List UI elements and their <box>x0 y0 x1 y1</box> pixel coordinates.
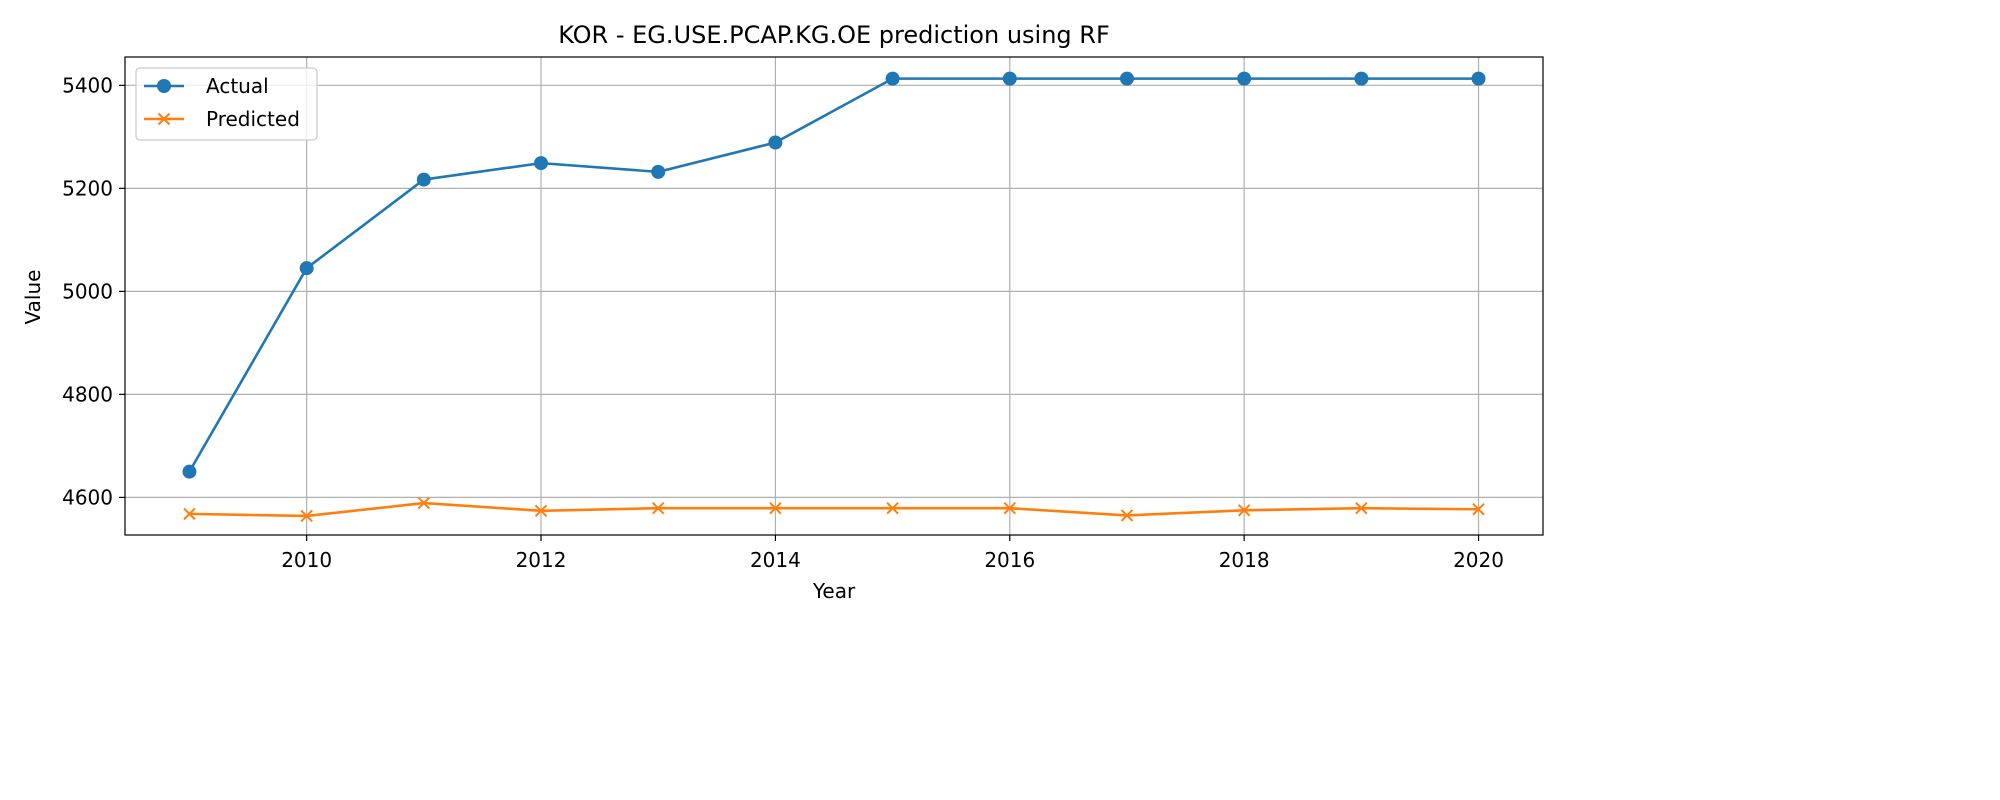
predicted-point <box>534 504 548 517</box>
predicted-point <box>300 509 313 523</box>
predicted-point <box>417 496 431 510</box>
legend-entry-actual: Actual <box>144 74 269 98</box>
predicted-point-stroke-b <box>1003 502 1016 515</box>
legend-swatch-marker-stroke-b <box>157 112 171 126</box>
actual-line <box>188 77 1479 473</box>
legend-label-predicted: Predicted <box>206 107 300 131</box>
predicted-point <box>769 502 782 515</box>
series-layer <box>182 71 1486 523</box>
actual-point <box>1002 71 1017 86</box>
actual-point <box>768 135 783 150</box>
legend-swatch-marker <box>157 112 171 126</box>
y-tick-label: 5400 <box>62 73 113 97</box>
actual-point <box>416 172 431 187</box>
x-axis-title: Year <box>812 579 856 603</box>
predicted-point-stroke-b <box>1472 503 1485 516</box>
predicted-point-stroke-b <box>1120 509 1134 522</box>
grid-layer <box>125 57 1543 535</box>
predicted-point <box>1355 502 1368 515</box>
actual-point <box>1354 71 1369 86</box>
series-actual <box>182 71 1486 479</box>
actual-point <box>1119 71 1134 86</box>
actual-point <box>651 164 666 179</box>
legend: Actual Predicted <box>135 67 318 141</box>
chart-title: KOR - EG.USE.PCAP.KG.OE prediction using… <box>558 21 1110 49</box>
y-tick-label: 4600 <box>62 485 113 509</box>
predicted-point-stroke-b <box>1237 504 1251 517</box>
predicted-point <box>652 502 665 515</box>
predicted-point <box>886 502 899 515</box>
legend-label-actual: Actual <box>206 74 269 98</box>
predicted-point-stroke-b <box>417 496 431 510</box>
tick-layer: 2010 2012 2014 2016 2018 2020 4600 4800 5000 5200… <box>62 73 1504 572</box>
actual-point <box>1471 71 1486 86</box>
predicted-point <box>1120 509 1134 522</box>
predicted-point-stroke-b <box>183 507 196 521</box>
x-tick-label: 2018 <box>1219 548 1270 572</box>
x-tick-label: 2020 <box>1453 548 1504 572</box>
predicted-point-stroke-b <box>886 502 899 515</box>
y-tick-label: 5200 <box>62 176 113 200</box>
x-tick-label: 2016 <box>984 548 1035 572</box>
predicted-point-stroke-b <box>652 502 665 515</box>
series-predicted <box>183 496 1485 523</box>
plot-frame <box>124 56 1544 536</box>
x-tick-label: 2012 <box>516 548 567 572</box>
y-tick-label: 5000 <box>62 279 113 303</box>
predicted-point <box>183 507 196 521</box>
chart-figure: 2010 2012 2014 2016 2018 2020 4600 4800 5000 5200… <box>21 21 1544 603</box>
x-tick-label: 2014 <box>750 548 801 572</box>
x-tick-label: 2010 <box>281 548 332 572</box>
predicted-point-stroke-b <box>300 509 313 523</box>
legend-entry-predicted: Predicted <box>144 107 300 131</box>
actual-point <box>299 261 314 276</box>
actual-point <box>885 71 900 86</box>
y-tick-label: 4800 <box>62 382 113 406</box>
chart-canvas: 2010 2012 2014 2016 2018 2020 4600 4800 5000 5200… <box>21 21 1544 603</box>
predicted-point <box>1237 504 1251 517</box>
predicted-point <box>1003 502 1016 515</box>
actual-point <box>182 464 197 479</box>
actual-point <box>534 156 549 171</box>
actual-point <box>1237 71 1252 86</box>
y-axis-title: Value <box>21 270 45 325</box>
predicted-point-stroke-b <box>1355 502 1368 515</box>
predicted-point-stroke-b <box>769 502 782 515</box>
legend-swatch-marker <box>157 79 171 93</box>
predicted-point-stroke-b <box>534 504 548 517</box>
predicted-point <box>1472 503 1485 516</box>
predicted-line <box>189 501 1479 518</box>
